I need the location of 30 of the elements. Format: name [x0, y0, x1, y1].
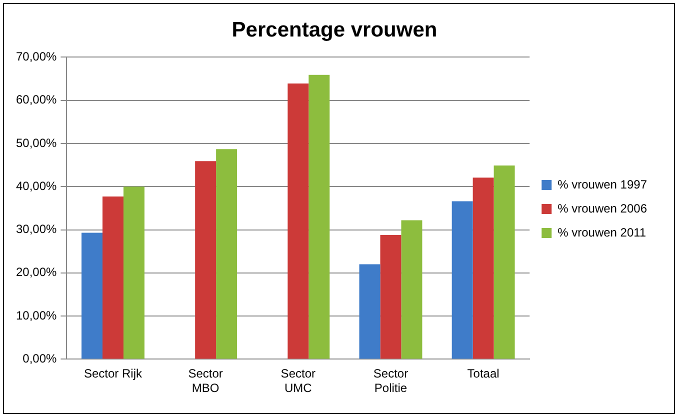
legend-label: % vrouwen 2006	[558, 201, 648, 216]
y-tick-label: 20,00%	[16, 265, 58, 280]
bar	[472, 178, 494, 359]
bar	[195, 161, 216, 359]
x-tick-label: Sector Politie	[373, 366, 408, 396]
y-tick-label: 10,00%	[16, 308, 58, 322]
bar	[401, 220, 422, 359]
bar	[123, 186, 144, 359]
y-tick-label: 40,00%	[16, 178, 58, 193]
y-tick-label: 70,00%	[16, 50, 58, 64]
x-tick-label: Totaal	[467, 366, 500, 381]
bar	[308, 74, 330, 359]
x-tick-label: Sector MBO	[188, 366, 223, 396]
legend-label: % vrouwen 1997	[558, 177, 648, 192]
bar	[359, 264, 380, 359]
y-tick-label: 30,00%	[16, 222, 58, 236]
bar	[494, 165, 515, 359]
y-tick-label: 50,00%	[16, 136, 58, 150]
bar	[216, 149, 238, 359]
legend-label: % vrouwen 2011	[558, 225, 646, 240]
x-tick-label: Sector Rijk	[84, 366, 143, 381]
bar	[288, 84, 309, 359]
bar	[380, 234, 402, 359]
bar	[102, 196, 124, 359]
y-tick-label: 0,00%	[22, 352, 58, 366]
chart-title: Percentage vrouwen	[232, 18, 438, 42]
y-tick-label: 60,00%	[16, 92, 58, 107]
bar	[452, 201, 473, 359]
x-tick-label: Sector UMC	[280, 366, 316, 396]
bar	[82, 232, 102, 359]
